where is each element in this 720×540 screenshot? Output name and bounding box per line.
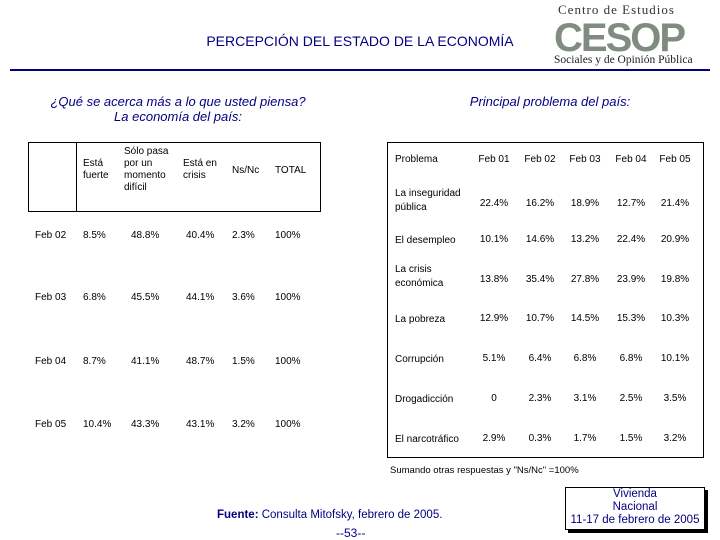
problems-cell: 12.7% [616, 198, 646, 209]
problems-cell: 2.5% [619, 393, 643, 404]
economy-cell: 100% [275, 419, 301, 430]
problems-cell: 3.2% [663, 433, 687, 444]
problems-col-header-problema: Problema [395, 154, 438, 165]
problems-cell: 15.3% [616, 313, 646, 324]
problems-table-frame [387, 142, 704, 458]
problems-cell: 35.4% [525, 274, 555, 285]
problems-col-header: Feb 03 [569, 154, 601, 165]
economy-col-header: TOTAL [275, 165, 307, 176]
problems-col-header: Feb 05 [659, 154, 691, 165]
problems-cell: 10.7% [525, 313, 555, 324]
logo-big-text: CESOP [554, 17, 685, 55]
problems-cell: 23.9% [616, 274, 646, 285]
problems-cell: 22.4% [616, 234, 646, 245]
economy-cell: 6.8% [83, 292, 106, 303]
economy-row-label: Feb 04 [35, 356, 67, 367]
problems-row-label: La crisis económica [395, 264, 444, 289]
economy-cell: 40.4% [186, 230, 215, 241]
economy-cell: 1.5% [232, 356, 255, 367]
economy-col-header: Está en crisis [183, 158, 217, 181]
question-left-line-2: La economía del país: [114, 109, 242, 124]
problems-cell: 1.7% [573, 433, 597, 444]
logo-bottom-text: Sociales y de Opinión Pública [554, 54, 693, 66]
economy-row-label: Feb 05 [35, 419, 67, 430]
problems-row-label: Corrupción [395, 354, 444, 365]
economy-cell: 48.8% [131, 230, 160, 241]
economy-cell: 100% [275, 230, 301, 241]
problems-cell: 12.9% [479, 313, 509, 324]
problems-row-label: Drogadicción [395, 394, 454, 405]
table-note: Sumando otras respuestas y "Ns/Nc" =100% [390, 465, 579, 476]
economy-col-header: Ns/Nc [232, 165, 260, 176]
problems-cell: 10.1% [479, 234, 509, 245]
problems-cell: 2.9% [482, 433, 506, 444]
economy-cell: 45.5% [131, 292, 160, 303]
problems-cell: 0 [491, 393, 497, 404]
economy-cell: 48.7% [186, 356, 215, 367]
problems-cell: 20.9% [660, 234, 690, 245]
source-label: Fuente: [217, 509, 259, 521]
economy-table-header [28, 142, 321, 212]
problems-cell: 6.4% [528, 353, 552, 364]
problems-cell: 5.1% [482, 353, 506, 364]
problems-cell: 10.3% [660, 313, 690, 324]
problems-cell: 14.5% [570, 313, 600, 324]
survey-box-line-2: Nacional [612, 501, 658, 513]
cesop-logo: Centro de Estudios CESOP Sociales y de O… [552, 2, 718, 68]
problems-col-header: Feb 02 [524, 154, 556, 165]
survey-box-line-3: 11-17 de febrero de 2005 [570, 514, 700, 526]
economy-cell: 100% [275, 356, 301, 367]
problems-cell: 27.8% [570, 274, 600, 285]
problems-cell: 6.8% [619, 353, 643, 364]
page-title: PERCEPCIÓN DEL ESTADO DE LA ECONOMÍA [206, 33, 514, 49]
problems-cell: 14.6% [525, 234, 555, 245]
economy-cell: 3.6% [232, 292, 255, 303]
problems-cell: 3.1% [573, 393, 597, 404]
economy-row-label: Feb 02 [35, 230, 67, 241]
economy-cell: 8.5% [83, 230, 106, 241]
problems-cell: 3.5% [663, 393, 687, 404]
problems-cell: 1.5% [619, 433, 643, 444]
source-text: Consulta Mitofsky, febrero de 2005. [261, 509, 443, 521]
problems-cell: 21.4% [660, 198, 690, 209]
problems-row-label: La pobreza [395, 314, 446, 325]
economy-cell: 2.3% [232, 230, 255, 241]
survey-box: Vivienda Nacional 11-17 de febrero de 20… [565, 487, 705, 530]
problems-cell: 6.8% [573, 353, 597, 364]
problems-cell: 0.3% [528, 433, 552, 444]
problems-row-label: El desempleo [395, 235, 456, 246]
survey-box-line-1: Vivienda [613, 488, 657, 500]
economy-col-header: Sólo pasa por un momento difícil [124, 146, 169, 193]
economy-cell: 3.2% [232, 419, 255, 430]
title-rule [10, 69, 710, 71]
problems-cell: 13.2% [570, 234, 600, 245]
problems-cell: 22.4% [479, 198, 509, 209]
economy-row-label: Feb 03 [35, 292, 67, 303]
question-left-line-1: ¿Qué se acerca más a lo que usted piensa… [50, 94, 306, 109]
economy-cell: 44.1% [186, 292, 215, 303]
problems-row-label: El narcotráfico [395, 434, 459, 445]
logo-emblem: CESOP [552, 17, 718, 55]
problems-cell: 13.8% [479, 274, 509, 285]
question-right: Principal problema del país: [469, 94, 631, 109]
economy-cell: 43.1% [186, 419, 215, 430]
economy-cell: 10.4% [83, 419, 112, 430]
problems-cell: 2.3% [528, 393, 552, 404]
economy-cell: 100% [275, 292, 301, 303]
problems-col-header: Feb 01 [478, 154, 510, 165]
economy-cell: 8.7% [83, 356, 106, 367]
economy-cell: 41.1% [131, 356, 160, 367]
economy-col-header: Está fuerte [83, 158, 109, 181]
page-number: --53-- [336, 526, 366, 540]
question-left: ¿Qué se acerca más a lo que usted piensa… [28, 94, 328, 124]
problems-cell: 16.2% [525, 198, 555, 209]
logo-top-text: Centro de Estudios [558, 2, 675, 17]
problems-row-label: La inseguridad pública [395, 188, 461, 213]
economy-cell: 43.3% [131, 419, 160, 430]
problems-cell: 19.8% [660, 274, 690, 285]
problems-cell: 18.9% [570, 198, 600, 209]
source-line: Fuente: Consulta Mitofsky, febrero de 20… [217, 509, 442, 521]
problems-cell: 10.1% [660, 353, 690, 364]
problems-col-header: Feb 04 [615, 154, 647, 165]
